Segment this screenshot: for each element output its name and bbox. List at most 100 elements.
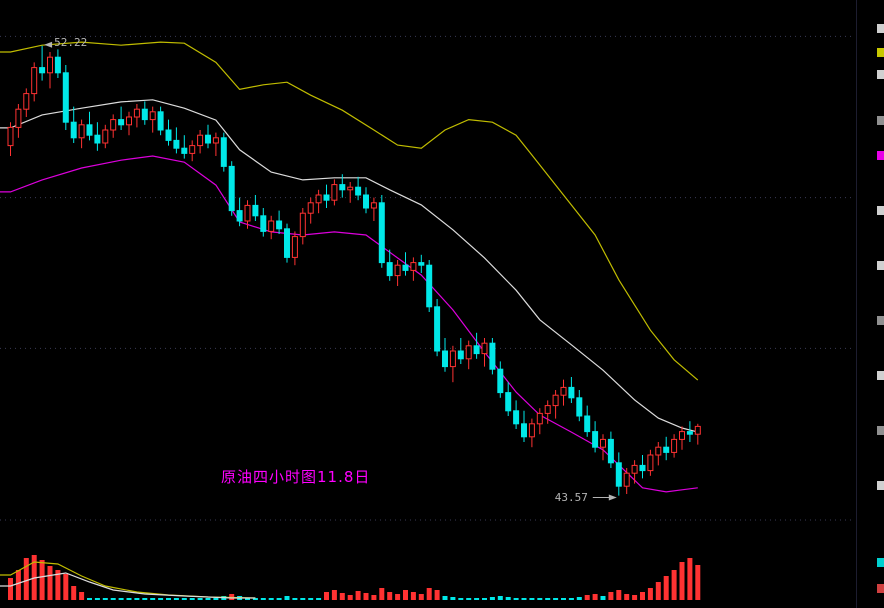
candle-body — [615, 462, 622, 487]
candle-body — [149, 111, 156, 121]
truncated-label-fragment — [877, 70, 884, 79]
candle-body — [126, 116, 132, 126]
candle-body — [623, 472, 630, 487]
volume-bar — [513, 598, 519, 600]
candle-body — [544, 405, 551, 414]
candle-body — [284, 228, 290, 258]
low-price-label: 43.57 — [554, 490, 588, 504]
volume-bar — [671, 570, 677, 600]
volume-bar — [363, 593, 369, 600]
volume-bar — [379, 588, 385, 600]
volume-bar — [600, 596, 606, 600]
volume-bar — [529, 598, 535, 600]
candle-body — [481, 342, 488, 355]
low-arrow-icon — [608, 494, 617, 501]
candle-body — [173, 139, 180, 149]
candle-body — [434, 306, 441, 352]
candle-body — [410, 262, 417, 271]
volume-bar — [347, 595, 353, 600]
volume-bar — [189, 598, 195, 600]
volume-bar — [94, 598, 100, 600]
chart-annotation-title[interactable]: 原油四小时图11.8日 — [221, 468, 371, 486]
right-edge-truncated-text — [877, 24, 884, 593]
candle-body — [370, 202, 377, 209]
annotation-layer — [44, 41, 617, 501]
candle-body — [552, 394, 559, 407]
candle-body — [15, 108, 22, 128]
candle-body — [118, 119, 125, 126]
candle-body — [655, 446, 662, 456]
volume-bar — [260, 598, 266, 600]
candle-body — [592, 431, 599, 448]
truncated-label-fragment — [877, 24, 884, 33]
candle-body — [568, 386, 575, 399]
candle-body — [276, 220, 283, 230]
candle-body — [307, 202, 314, 214]
volume-bar — [466, 598, 472, 600]
volume-bar — [71, 586, 77, 600]
candle-body — [181, 147, 188, 154]
volume-bar — [102, 598, 108, 600]
volume-bar — [426, 588, 432, 600]
bollinger-bands-layer — [0, 41, 699, 493]
truncated-label-fragment — [877, 558, 884, 567]
candle-body — [639, 464, 646, 472]
candle-body — [355, 186, 362, 196]
volume-bar — [545, 598, 551, 600]
volume-bar — [245, 598, 250, 600]
truncated-label-fragment — [877, 206, 884, 215]
candle-body — [465, 345, 472, 360]
bollinger-middle-line — [0, 99, 698, 433]
candle-body — [457, 350, 464, 360]
candle-body — [402, 264, 409, 271]
candle-body — [647, 454, 654, 472]
candle-body — [631, 464, 638, 474]
truncated-label-fragment — [877, 151, 884, 160]
candle-body — [70, 121, 77, 139]
volume-bar — [173, 598, 179, 600]
volume-bar — [505, 597, 511, 600]
volume-bar — [663, 576, 669, 600]
truncated-label-fragment — [877, 426, 884, 435]
volume-bar — [395, 594, 401, 600]
volume-bar — [695, 565, 701, 600]
volume-bar — [371, 595, 377, 600]
candle-body — [536, 412, 543, 425]
volume-bar — [434, 590, 440, 600]
candle-body — [157, 111, 164, 131]
volume-bar — [561, 598, 566, 600]
candle-body — [244, 204, 251, 222]
grid-layer — [0, 0, 857, 608]
candle-body — [133, 108, 140, 118]
volume-bar — [79, 592, 85, 600]
volume-bar — [205, 598, 211, 600]
candle-body — [23, 93, 30, 110]
candle-body — [686, 431, 693, 435]
candle-body — [205, 134, 211, 144]
high-price-label: 52.22 — [54, 35, 88, 49]
candle-body — [679, 431, 685, 440]
volume-bar — [418, 594, 424, 600]
volume-bar — [679, 562, 685, 600]
volume-bar — [39, 560, 45, 600]
candle-body — [339, 184, 346, 191]
volume-bar — [292, 598, 298, 600]
volume-bar — [15, 570, 21, 600]
volume-bar — [474, 598, 480, 600]
volume-ma-white-line — [0, 572, 256, 599]
volume-bar — [284, 596, 290, 600]
candle-body — [47, 56, 53, 74]
candle-body — [473, 345, 480, 355]
volume-bar — [442, 596, 448, 600]
volume-bar — [331, 590, 337, 600]
candle-body — [607, 438, 614, 464]
volume-bar — [158, 598, 164, 600]
truncated-label-fragment — [877, 316, 884, 325]
candle-body — [236, 210, 243, 222]
candle-body — [165, 129, 172, 141]
volume-bar — [268, 598, 274, 600]
volume-bar — [568, 598, 574, 600]
volume-bar — [537, 598, 543, 600]
